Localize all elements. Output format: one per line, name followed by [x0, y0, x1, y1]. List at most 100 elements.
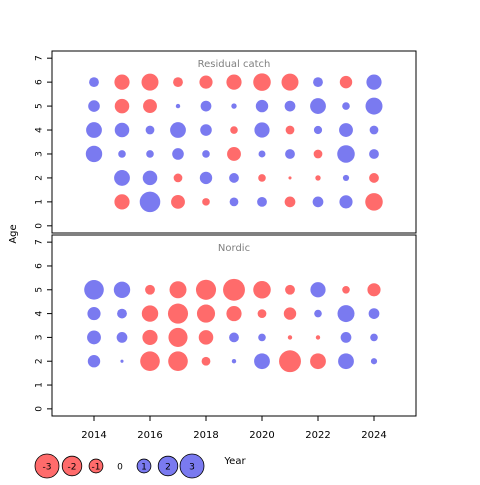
- residual-bubble: [253, 73, 271, 91]
- residual-bubble: [231, 359, 237, 364]
- residual-bubble: [314, 309, 322, 318]
- residual-bubble: [231, 103, 237, 109]
- residual-bubble: [227, 147, 241, 161]
- y-tick-label: 0: [35, 406, 45, 412]
- residual-bubble: [370, 333, 378, 342]
- residual-bubble: [310, 353, 326, 370]
- y-tick-label: 6: [35, 79, 45, 85]
- residual-bubble: [85, 145, 103, 163]
- residual-bubble: [173, 173, 183, 183]
- legend-label: -1: [92, 463, 101, 473]
- residual-bubble: [114, 194, 130, 210]
- residual-bubble: [342, 174, 350, 182]
- y-tick-label: 5: [35, 103, 45, 109]
- residual-bubble: [118, 150, 126, 158]
- y-axis-label: Age: [8, 224, 19, 243]
- residual-bubble: [201, 356, 211, 366]
- residual-bubble: [229, 173, 239, 183]
- residual-bubble: [342, 285, 350, 294]
- x-tick-label: 2018: [193, 430, 218, 441]
- residual-bubble: [223, 278, 245, 301]
- x-tick-label: 2020: [249, 430, 274, 441]
- panel-title: Nordic: [218, 243, 250, 254]
- residual-bubble: [89, 77, 99, 88]
- y-tick-label: 7: [35, 55, 45, 61]
- residual-bubble: [285, 125, 295, 135]
- residual-bubble: [365, 193, 383, 211]
- residual-bubble: [142, 329, 158, 345]
- residual-bubble: [312, 196, 324, 208]
- residual-bubble: [337, 305, 355, 323]
- residual-bubble: [143, 99, 157, 114]
- residual-bubble: [202, 150, 210, 158]
- residual-bubble: [338, 353, 354, 370]
- x-tick-label: 2024: [361, 430, 386, 441]
- residual-bubble: [340, 332, 352, 343]
- residual-bubble: [310, 98, 326, 114]
- legend-bubble: [34, 453, 60, 479]
- y-tick-label: 1: [35, 199, 45, 205]
- residual-bubble: [310, 282, 326, 298]
- residual-bubble: [226, 74, 242, 90]
- residual-bubble: [366, 74, 382, 90]
- legend-bubble: [88, 458, 104, 474]
- y-tick-label: 3: [35, 151, 45, 157]
- residual-bubble: [141, 305, 159, 322]
- residual-bubble: [254, 122, 270, 138]
- y-tick-label: 3: [35, 335, 45, 341]
- residual-bubble: [370, 358, 378, 365]
- residual-bubble: [369, 173, 379, 183]
- residual-bubble: [139, 191, 161, 213]
- residual-bubble: [116, 332, 128, 343]
- residual-bubble: [284, 100, 296, 112]
- x-tick-label: 2014: [81, 430, 106, 441]
- panel-frame: [51, 50, 417, 234]
- residual-bubble: [315, 175, 321, 181]
- legend-bubble: [157, 455, 179, 477]
- y-tick-label: 2: [35, 175, 45, 181]
- residual-bubble: [288, 176, 292, 180]
- residual-bubble: [171, 194, 185, 209]
- residual-bubble: [339, 123, 353, 137]
- residual-bubble: [86, 122, 102, 138]
- residual-bubble: [279, 350, 301, 373]
- residual-bubble: [287, 335, 293, 340]
- residual-bubble: [198, 330, 214, 345]
- y-tick-label: 7: [35, 239, 45, 245]
- residual-bubble: [146, 150, 154, 158]
- residual-bubble: [339, 195, 353, 209]
- residual-bubble: [172, 148, 184, 160]
- legend-label: 0: [117, 463, 123, 473]
- residual-bubble: [257, 196, 267, 207]
- legend-label: 2: [165, 463, 171, 473]
- residual-bubble: [117, 308, 127, 319]
- residual-bubble: [114, 122, 130, 138]
- legend-bubble: [61, 455, 83, 477]
- residual-bubble: [88, 100, 100, 112]
- legend-label: 3: [189, 463, 195, 473]
- residual-bubble: [230, 126, 238, 134]
- residual-bubble: [142, 170, 158, 186]
- residual-bubble: [284, 196, 296, 208]
- residual-bubble: [255, 99, 269, 113]
- residual-bubble: [202, 198, 210, 206]
- residual-bubble: [258, 333, 266, 342]
- residual-bubble: [281, 73, 299, 91]
- residual-bubble: [257, 309, 267, 318]
- residual-bubble: [258, 150, 266, 158]
- residual-bubble: [254, 353, 270, 370]
- x-tick-label: 2016: [137, 430, 162, 441]
- residual-bubble: [315, 335, 321, 340]
- residual-bubble: [114, 170, 130, 186]
- residual-bubble: [283, 307, 297, 320]
- residual-bubble: [145, 284, 155, 295]
- residual-bubble: [342, 102, 350, 110]
- residual-bubble: [285, 284, 295, 295]
- residual-bubble: [200, 100, 212, 112]
- residual-bubble: [114, 98, 130, 114]
- residual-bubble: [84, 279, 104, 300]
- residual-bubble: [195, 279, 217, 300]
- residual-bubble: [141, 73, 159, 91]
- y-tick-label: 5: [35, 287, 45, 293]
